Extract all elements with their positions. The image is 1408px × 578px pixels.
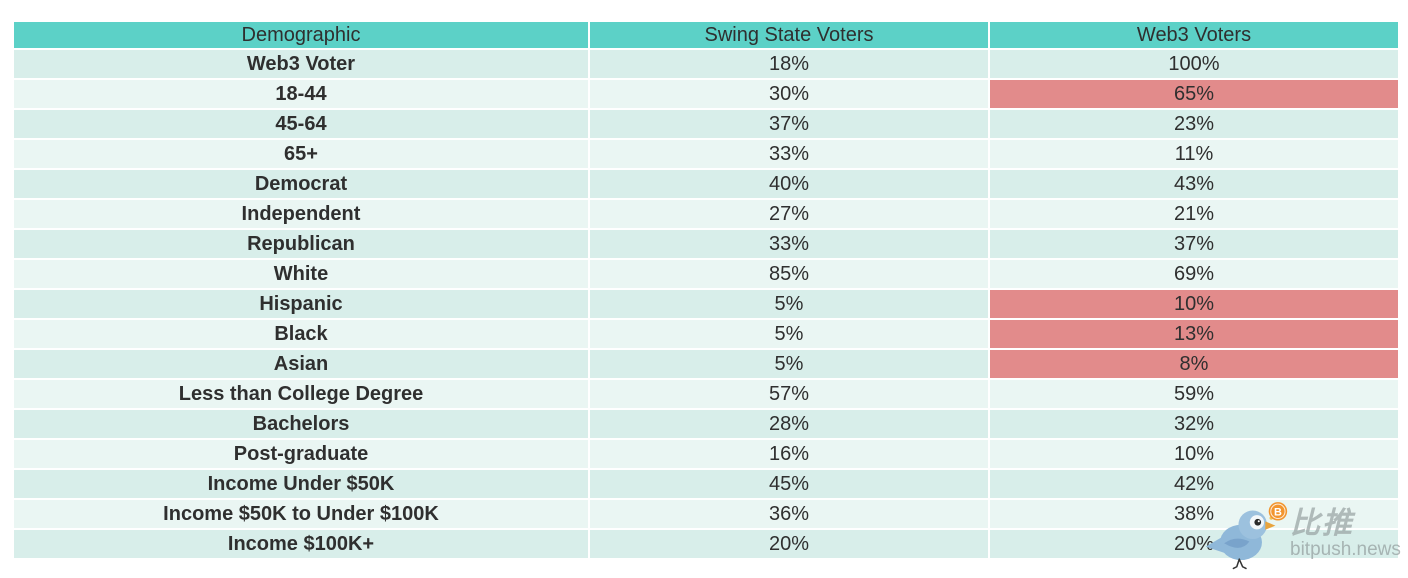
table-row: 65+ 33% 11% [14, 140, 1398, 170]
demographic-cell: Income $50K to Under $100K [14, 500, 590, 530]
web3-value-cell: 11% [990, 140, 1398, 170]
table-row: 18-44 30% 65% [14, 80, 1398, 110]
table-row: Independent 27% 21% [14, 200, 1398, 230]
web3-value-cell: 69% [990, 260, 1398, 290]
table-row: Black 5% 13% [14, 320, 1398, 350]
col-header-swing-state-voters: Swing State Voters [590, 22, 990, 50]
swing-state-value-cell: 37% [590, 110, 990, 140]
demographic-cell: White [14, 260, 590, 290]
swing-state-value-cell: 45% [590, 470, 990, 500]
demographic-cell: 45-64 [14, 110, 590, 140]
swing-state-value-cell: 27% [590, 200, 990, 230]
web3-value-cell: 32% [990, 410, 1398, 440]
swing-state-value-cell: 5% [590, 350, 990, 380]
table-row: Income $100K+ 20% 20% [14, 530, 1398, 560]
web3-value-cell: 100% [990, 50, 1398, 80]
swing-state-value-cell: 18% [590, 50, 990, 80]
table-row: Income Under $50K 45% 42% [14, 470, 1398, 500]
demographic-cell: Income Under $50K [14, 470, 590, 500]
demographic-cell: Hispanic [14, 290, 590, 320]
swing-state-value-cell: 30% [590, 80, 990, 110]
demographic-cell: Asian [14, 350, 590, 380]
demographic-cell: Independent [14, 200, 590, 230]
web3-value-cell: 37% [990, 230, 1398, 260]
demographic-cell: Democrat [14, 170, 590, 200]
demographic-cell: Republican [14, 230, 590, 260]
demographic-cell: Web3 Voter [14, 50, 590, 80]
demographic-cell: Post-graduate [14, 440, 590, 470]
web3-value-cell: 10% [990, 290, 1398, 320]
web3-value-cell: 23% [990, 110, 1398, 140]
web3-value-cell: 21% [990, 200, 1398, 230]
table-row: Post-graduate 16% 10% [14, 440, 1398, 470]
web3-value-cell: 10% [990, 440, 1398, 470]
swing-state-value-cell: 33% [590, 230, 990, 260]
table-row: White 85% 69% [14, 260, 1398, 290]
demographic-cell: 65+ [14, 140, 590, 170]
table-row: 45-64 37% 23% [14, 110, 1398, 140]
web3-value-cell: 13% [990, 320, 1398, 350]
swing-state-value-cell: 16% [590, 440, 990, 470]
table-row: Web3 Voter 18% 100% [14, 50, 1398, 80]
swing-state-value-cell: 28% [590, 410, 990, 440]
web3-value-cell: 43% [990, 170, 1398, 200]
demographics-table: Demographic Swing State Voters Web3 Vote… [14, 22, 1398, 560]
demographic-cell: 18-44 [14, 80, 590, 110]
table-row: Hispanic 5% 10% [14, 290, 1398, 320]
table-row: Income $50K to Under $100K 36% 38% [14, 500, 1398, 530]
swing-state-value-cell: 5% [590, 320, 990, 350]
web3-value-cell: 65% [990, 80, 1398, 110]
swing-state-value-cell: 36% [590, 500, 990, 530]
web3-value-cell: 42% [990, 470, 1398, 500]
demographic-cell: Less than College Degree [14, 380, 590, 410]
table-row: Democrat 40% 43% [14, 170, 1398, 200]
demographic-cell: Bachelors [14, 410, 590, 440]
table-row: Less than College Degree 57% 59% [14, 380, 1398, 410]
table-row: Asian 5% 8% [14, 350, 1398, 380]
swing-state-value-cell: 5% [590, 290, 990, 320]
swing-state-value-cell: 20% [590, 530, 990, 560]
swing-state-value-cell: 85% [590, 260, 990, 290]
web3-value-cell: 59% [990, 380, 1398, 410]
swing-state-value-cell: 33% [590, 140, 990, 170]
web3-value-cell: 20% [990, 530, 1398, 560]
swing-state-value-cell: 40% [590, 170, 990, 200]
header-row: Demographic Swing State Voters Web3 Vote… [14, 22, 1398, 50]
table-row: Bachelors 28% 32% [14, 410, 1398, 440]
col-header-demographic: Demographic [14, 22, 590, 50]
table-row: Republican 33% 37% [14, 230, 1398, 260]
web3-value-cell: 8% [990, 350, 1398, 380]
swing-state-value-cell: 57% [590, 380, 990, 410]
web3-value-cell: 38% [990, 500, 1398, 530]
col-header-web3-voters: Web3 Voters [990, 22, 1398, 50]
demographic-cell: Black [14, 320, 590, 350]
demographic-cell: Income $100K+ [14, 530, 590, 560]
